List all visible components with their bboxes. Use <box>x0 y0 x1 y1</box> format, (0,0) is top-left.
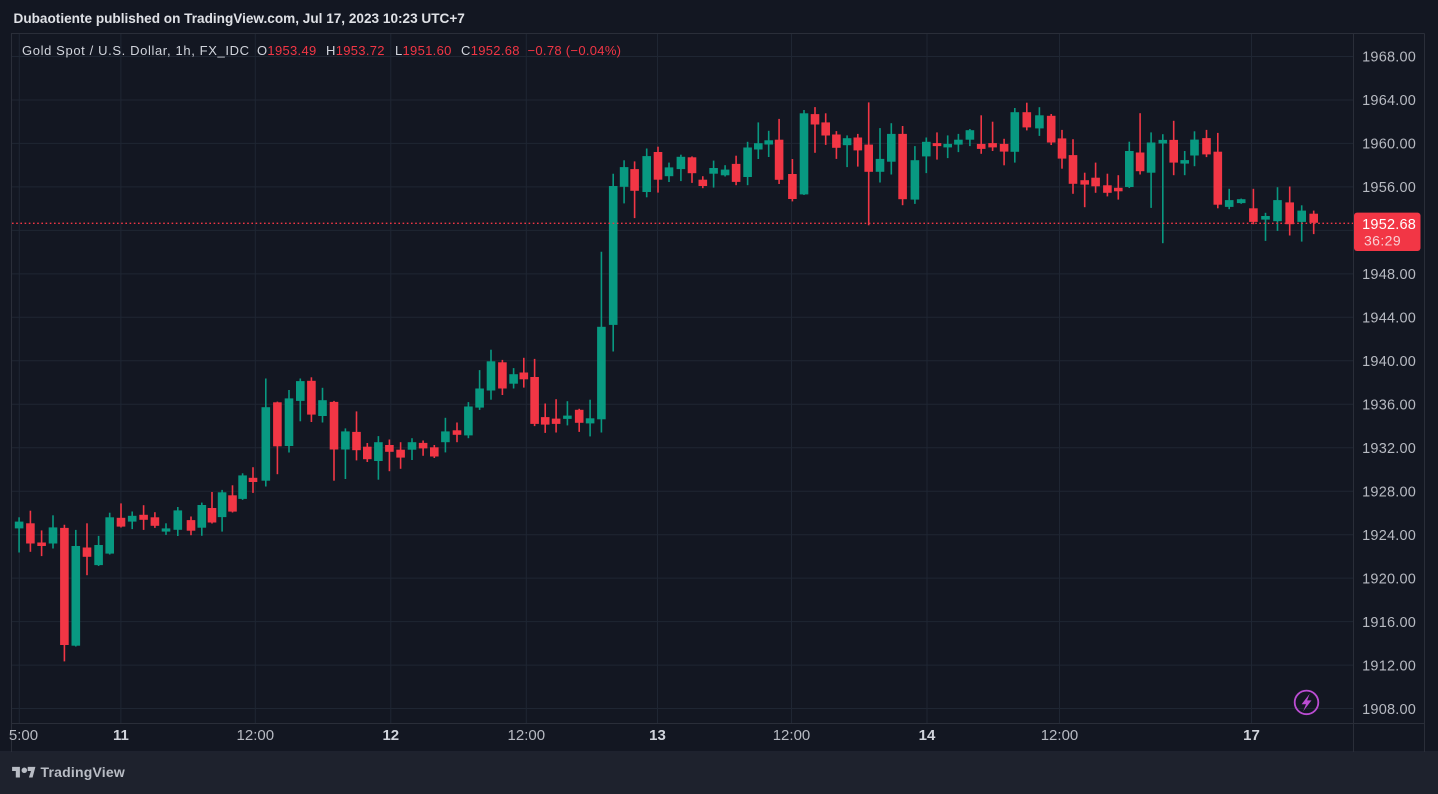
svg-text:TradingView: TradingView <box>41 764 125 780</box>
svg-text:17: 17 <box>1243 727 1260 744</box>
svg-text:1916.00: 1916.00 <box>1362 615 1416 631</box>
svg-text:1960.00: 1960.00 <box>1362 137 1416 153</box>
svg-text:12: 12 <box>382 727 399 744</box>
svg-text:1912.00: 1912.00 <box>1362 658 1416 674</box>
svg-text:1948.00: 1948.00 <box>1362 267 1416 283</box>
svg-text:Dubaotiente published on Tradi: Dubaotiente published on TradingView.com… <box>14 11 465 26</box>
svg-text:12:00: 12:00 <box>508 727 546 744</box>
svg-text:L1951.60: L1951.60 <box>395 43 452 58</box>
svg-text:1968.00: 1968.00 <box>1362 50 1416 66</box>
svg-text:13: 13 <box>649 727 666 744</box>
svg-text:O1953.49: O1953.49 <box>257 43 317 58</box>
svg-text:1956.00: 1956.00 <box>1362 180 1416 196</box>
svg-text:1932.00: 1932.00 <box>1362 441 1416 457</box>
svg-text:1952.68: 1952.68 <box>1362 217 1416 233</box>
svg-text:1928.00: 1928.00 <box>1362 484 1416 500</box>
svg-text:12:00: 12:00 <box>1041 727 1079 744</box>
svg-text:14: 14 <box>919 727 936 744</box>
svg-text:C1952.68: C1952.68 <box>461 43 520 58</box>
svg-text:H1953.72: H1953.72 <box>326 43 385 58</box>
svg-text:12:00: 12:00 <box>237 727 275 744</box>
svg-text:1908.00: 1908.00 <box>1362 702 1416 718</box>
svg-text:Gold Spot / U.S. Dollar, 1h, F: Gold Spot / U.S. Dollar, 1h, FX_IDC <box>22 43 250 58</box>
svg-text:1944.00: 1944.00 <box>1362 311 1416 327</box>
svg-text:12:00: 12:00 <box>773 727 811 744</box>
svg-text:1936.00: 1936.00 <box>1362 398 1416 414</box>
svg-text:1920.00: 1920.00 <box>1362 571 1416 587</box>
svg-text:11: 11 <box>113 727 129 744</box>
svg-text:5:00: 5:00 <box>9 727 38 744</box>
svg-text:1940.00: 1940.00 <box>1362 354 1416 370</box>
svg-text:1924.00: 1924.00 <box>1362 528 1416 544</box>
svg-text:1964.00: 1964.00 <box>1362 93 1416 109</box>
svg-text:36:29: 36:29 <box>1364 233 1401 249</box>
svg-text:−0.78 (−0.04%): −0.78 (−0.04%) <box>528 43 622 58</box>
